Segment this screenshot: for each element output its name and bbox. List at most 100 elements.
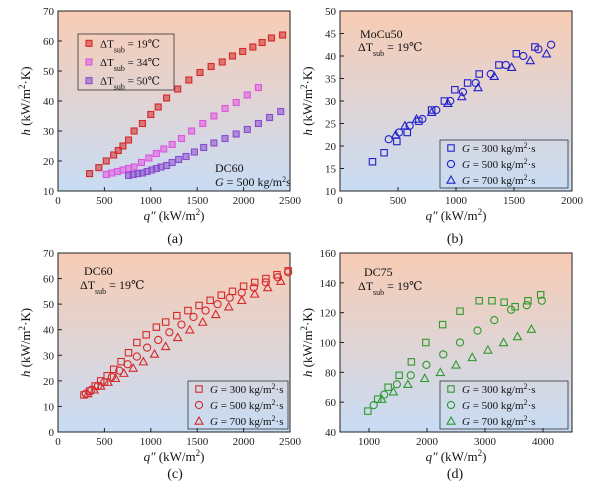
x-axis-label: q″ (kW/m2) bbox=[144, 207, 205, 223]
annotation-sample: DC60 bbox=[215, 161, 244, 175]
legend-box bbox=[439, 380, 569, 430]
data-point bbox=[277, 107, 285, 116]
data-point bbox=[110, 373, 121, 383]
data-point bbox=[400, 120, 410, 130]
y-tick-label: 120 bbox=[320, 308, 337, 320]
data-point bbox=[128, 362, 139, 372]
data-point bbox=[172, 332, 183, 342]
data-point bbox=[249, 43, 257, 51]
y-tick-label: 10 bbox=[325, 186, 337, 198]
data-point bbox=[455, 338, 465, 347]
y-tick-label: 20 bbox=[43, 376, 55, 388]
data-point bbox=[189, 312, 198, 322]
data-point bbox=[384, 135, 393, 144]
data-point bbox=[435, 367, 446, 377]
legend-box bbox=[77, 33, 175, 91]
legend-label: ΔTsub = 19℃ bbox=[100, 38, 160, 54]
y-tick-label: 60 bbox=[325, 397, 337, 409]
data-point bbox=[221, 134, 229, 143]
x-tick-label: 500 bbox=[390, 195, 407, 207]
legend-marker bbox=[85, 77, 93, 85]
legend-marker bbox=[85, 39, 93, 47]
data-point bbox=[142, 343, 152, 352]
data-point bbox=[138, 356, 149, 366]
data-point bbox=[500, 298, 508, 306]
data-point bbox=[154, 335, 163, 345]
x-tick-label: 2500 bbox=[279, 195, 302, 207]
x-tick-label: 1500 bbox=[186, 436, 209, 448]
data-point bbox=[250, 278, 259, 287]
data-point bbox=[380, 149, 388, 157]
data-point bbox=[266, 113, 274, 122]
data-point bbox=[232, 98, 240, 107]
legend-label: G = 700 kg/m2·s bbox=[462, 414, 535, 429]
data-point bbox=[210, 309, 221, 319]
data-point bbox=[118, 368, 129, 377]
data-point bbox=[451, 86, 459, 94]
y-tick-label: 60 bbox=[43, 36, 55, 48]
data-point bbox=[137, 158, 146, 167]
series-3 bbox=[82, 275, 286, 398]
data-point bbox=[168, 158, 176, 167]
series-2 bbox=[369, 296, 546, 410]
legend-label: ΔTsub = 50℃ bbox=[100, 76, 160, 92]
x-tick-label: 500 bbox=[96, 436, 113, 448]
data-point bbox=[228, 52, 237, 60]
data-point bbox=[95, 164, 103, 172]
data-point bbox=[536, 291, 545, 299]
data-point bbox=[197, 316, 208, 326]
legend-marker bbox=[446, 174, 456, 184]
data-point bbox=[254, 83, 262, 92]
series-1 bbox=[80, 267, 292, 399]
legend-marker bbox=[195, 385, 203, 393]
data-point bbox=[175, 155, 183, 164]
data-point bbox=[221, 104, 229, 113]
legend-box bbox=[187, 380, 289, 430]
data-point bbox=[182, 152, 190, 161]
legend-label: G = 300 kg/m2·s bbox=[210, 382, 283, 397]
data-point bbox=[475, 296, 483, 305]
y-tick-label: 80 bbox=[325, 367, 337, 379]
data-point bbox=[102, 157, 110, 165]
legend-label: G = 700 kg/m2·s bbox=[210, 414, 283, 429]
legend-marker bbox=[446, 400, 456, 410]
data-point bbox=[422, 338, 430, 347]
annotation-mass-flux: G = 500 kg/m2s bbox=[215, 175, 291, 190]
data-point bbox=[163, 94, 171, 102]
legend-marker bbox=[446, 159, 456, 169]
y-tick-label: 60 bbox=[43, 274, 55, 286]
data-point bbox=[463, 79, 472, 87]
legend: G = 300 kg/m2·sG = 500 kg/m2·sG = 700 kg… bbox=[439, 139, 569, 189]
series-3 bbox=[390, 48, 552, 139]
data-point bbox=[133, 338, 141, 347]
legend-marker bbox=[447, 385, 455, 393]
data-point bbox=[273, 273, 283, 282]
data-point bbox=[438, 320, 447, 329]
data-point bbox=[196, 68, 204, 77]
data-point bbox=[207, 62, 215, 71]
data-point bbox=[426, 107, 437, 116]
data-point bbox=[195, 301, 203, 310]
data-point bbox=[254, 119, 262, 128]
data-point bbox=[390, 129, 401, 139]
data-point bbox=[110, 151, 118, 159]
legend-marker bbox=[194, 415, 204, 425]
plot-frame bbox=[57, 252, 291, 433]
data-point bbox=[243, 125, 251, 134]
y-tick-label: 15 bbox=[325, 164, 337, 176]
data-point bbox=[160, 145, 168, 153]
x-tick-label: 1000 bbox=[445, 195, 468, 207]
y-axis-label: h (kW/m2·K) bbox=[17, 66, 33, 135]
data-point bbox=[395, 371, 403, 380]
y-tick-label: 40 bbox=[325, 51, 337, 63]
data-point bbox=[223, 301, 234, 311]
data-point bbox=[364, 407, 372, 415]
data-point bbox=[184, 306, 192, 315]
x-tick-label: 2500 bbox=[279, 436, 302, 448]
data-point bbox=[249, 288, 260, 298]
data-point bbox=[439, 350, 448, 359]
y-axis-label: h (kW/m2·K) bbox=[17, 308, 33, 377]
data-point bbox=[522, 301, 531, 310]
data-point bbox=[406, 371, 415, 380]
data-point bbox=[124, 136, 133, 144]
